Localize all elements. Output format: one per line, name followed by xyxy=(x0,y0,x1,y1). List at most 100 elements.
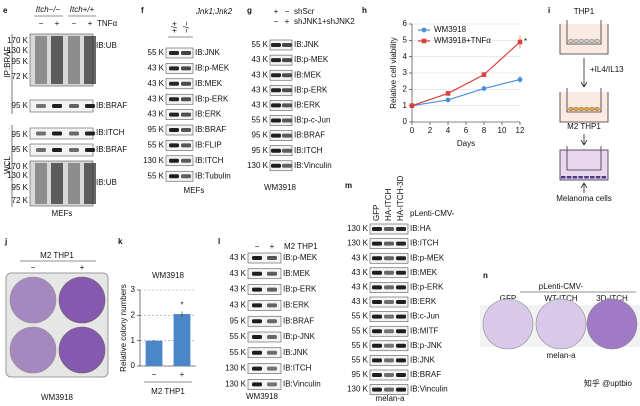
thp1-cell xyxy=(589,39,595,44)
y-tick-label: 3 xyxy=(131,285,136,294)
blot-row xyxy=(247,379,282,390)
blot-band xyxy=(396,373,406,377)
marker xyxy=(409,103,415,108)
blot-label: IB:JNK xyxy=(294,40,320,49)
lane-label: HA-ITCH-3D xyxy=(396,175,405,221)
mw-label: 43 K xyxy=(230,253,247,262)
blot-band xyxy=(52,104,62,108)
blot-row xyxy=(247,268,282,280)
blot-label: IB:ITCH xyxy=(410,239,439,248)
blot-row xyxy=(247,284,282,295)
bar xyxy=(145,340,163,366)
marker xyxy=(481,86,487,91)
mw-label: 130 K xyxy=(7,46,29,55)
panel-letter: g xyxy=(247,6,252,15)
blot-band xyxy=(396,227,406,231)
blot-label: IB:Vinculin xyxy=(410,385,448,394)
panel-letter: i xyxy=(548,6,550,15)
mw-label: 130 K xyxy=(225,364,247,373)
blot-band xyxy=(267,319,277,324)
melanoma-cell xyxy=(566,176,572,179)
mw-label: 95 K xyxy=(12,130,29,139)
blot-band xyxy=(396,358,406,363)
blot-smear xyxy=(84,36,96,84)
marker xyxy=(517,77,523,82)
blot-band xyxy=(52,131,62,136)
mw-label: 55 K xyxy=(148,171,165,180)
mw-label: 72 K xyxy=(12,196,29,205)
lane-label: GFP xyxy=(372,205,381,221)
blot-band xyxy=(252,350,262,355)
mw-label: 130 K xyxy=(225,380,247,389)
blot-band xyxy=(372,285,382,290)
blot-row xyxy=(165,140,194,151)
blot-band xyxy=(252,303,262,308)
blot-label: IB:MEK xyxy=(294,70,322,79)
blot-band xyxy=(372,241,382,246)
cell-label: melan-a xyxy=(376,394,405,403)
annotation: * xyxy=(524,37,527,46)
step-label: THP1 xyxy=(574,7,595,16)
blot-label: IB:ERK xyxy=(294,101,321,110)
blot-band xyxy=(85,148,95,152)
blot-band xyxy=(181,128,191,132)
blot-label: IB:Tubulin xyxy=(195,171,231,180)
blot-band xyxy=(384,227,394,231)
blot-band xyxy=(282,133,292,138)
blot-band xyxy=(267,366,277,371)
blot-row xyxy=(165,78,194,90)
blot-label: IB:p-ERK xyxy=(410,283,444,292)
lane-sign: + xyxy=(88,19,93,28)
genotype-label: Itch−/− xyxy=(36,5,61,14)
cell-label: WM3918 xyxy=(41,393,74,402)
mw-label: 55 K xyxy=(230,332,247,341)
blot-label: IB:BRAF xyxy=(195,125,226,134)
blot-label: IB:JNK xyxy=(195,48,221,57)
marker xyxy=(517,39,523,45)
blot-label: IB:UB xyxy=(96,41,117,50)
blot-label: IB:Vinculin xyxy=(283,380,321,389)
blot-band xyxy=(384,343,394,348)
dish xyxy=(586,298,638,350)
m2-cell xyxy=(568,106,574,111)
panel-letter: e xyxy=(3,6,8,15)
marker xyxy=(481,72,487,77)
treatment-label: M2 THP1 xyxy=(40,251,74,260)
blot-band xyxy=(181,81,191,86)
blot-band xyxy=(181,158,191,163)
lane-sign: − xyxy=(274,17,279,26)
blot-label: IB:ERK xyxy=(283,301,310,310)
blot-row xyxy=(165,124,194,136)
panel-letter: k xyxy=(118,237,123,246)
blot-band xyxy=(271,88,281,93)
blot-band xyxy=(252,287,262,292)
blot-band xyxy=(169,174,179,179)
blot-band xyxy=(396,314,406,319)
thp1-cell xyxy=(573,39,580,44)
blot-label: IB:ERK xyxy=(410,297,437,306)
blot-smear xyxy=(51,163,63,204)
marker xyxy=(445,91,451,96)
blot-band xyxy=(181,51,191,55)
lane-sign: − xyxy=(255,242,260,251)
x-tick-label: 6 xyxy=(464,126,469,135)
mw-label: 55 K xyxy=(352,326,369,335)
blot-smear xyxy=(84,163,96,204)
blot-row xyxy=(247,252,282,264)
step-label: +IL4/IL13 xyxy=(590,65,624,74)
x-tick-label: 8 xyxy=(482,126,487,135)
blot-band xyxy=(396,329,406,334)
lane-sign: − xyxy=(285,7,290,16)
blot-band xyxy=(181,112,191,117)
blot-label: IB:p-JNK xyxy=(283,332,316,341)
legend-label: WM3918+TNFα xyxy=(434,36,491,45)
blot-label: IB:UB xyxy=(96,178,117,187)
m2-cell xyxy=(583,106,590,111)
blot-label: IB:HA xyxy=(410,224,432,233)
blot-label: IB:MEK xyxy=(283,269,311,278)
blot-band xyxy=(282,148,292,153)
blot-band xyxy=(169,158,179,163)
x-tick-label: 12 xyxy=(516,126,525,135)
mw-label: 43 K xyxy=(252,70,269,79)
